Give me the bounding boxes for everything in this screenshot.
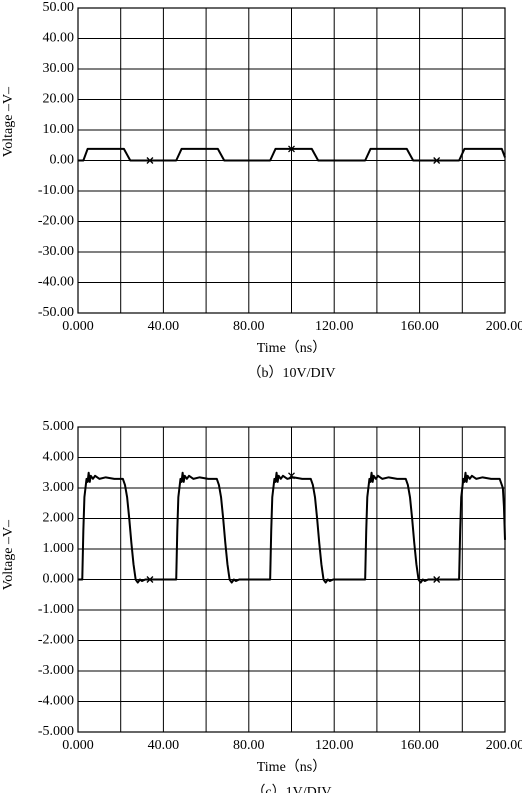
y-tick-label: 4.000	[43, 450, 75, 465]
cursor-marker	[433, 576, 441, 583]
y-axis-label: Voltage –V–	[1, 519, 16, 590]
cursor-marker	[288, 145, 295, 153]
cursor-marker	[288, 472, 295, 480]
x-tick-label: 40.00	[148, 319, 180, 334]
y-tick-label: 2.000	[43, 511, 75, 526]
y-tick-label: 50.00	[43, 0, 75, 15]
waveform	[78, 471, 506, 584]
cursor-marker	[146, 157, 154, 164]
x-axis-label: Time（ns）	[257, 340, 327, 356]
cursor-marker	[146, 576, 154, 583]
y-tick-label: 40.00	[43, 31, 75, 46]
cursor-marker	[433, 157, 441, 164]
x-tick-label: 80.00	[233, 319, 265, 334]
x-axis-label: Time（ns）	[257, 759, 327, 775]
x-tick-label: 0.000	[62, 319, 94, 334]
y-tick-label: -30.00	[38, 244, 74, 259]
y-tick-label: 20.00	[43, 92, 75, 107]
y-tick-label: -5.000	[38, 724, 74, 739]
x-tick-label: 80.00	[233, 738, 265, 753]
y-tick-label: 0.000	[43, 572, 75, 587]
y-tick-label: -10.00	[38, 183, 74, 198]
y-tick-label: -20.00	[38, 214, 74, 229]
y-tick-label: 1.000	[43, 541, 75, 556]
x-tick-label: 120.00	[315, 319, 354, 334]
y-axis-label: Voltage –V–	[1, 86, 16, 157]
y-tick-label: -4.000	[38, 694, 74, 709]
x-tick-label: 160.00	[400, 319, 439, 334]
x-tick-label: 0.000	[62, 738, 94, 753]
waveform	[78, 147, 506, 162]
y-tick-label: 10.00	[43, 122, 75, 137]
y-tick-label: 0.00	[50, 153, 75, 168]
x-tick-label: 40.00	[148, 738, 180, 753]
x-tick-label: 200.00	[486, 319, 522, 334]
caption: （c）1V/DIV	[251, 784, 331, 793]
y-tick-label: 30.00	[43, 61, 75, 76]
caption: （b）10V/DIV	[248, 365, 336, 381]
x-tick-label: 160.00	[400, 738, 439, 753]
y-tick-label: 3.000	[43, 480, 75, 495]
y-tick-label: -50.00	[38, 305, 74, 320]
y-tick-label: -40.00	[38, 275, 74, 290]
y-tick-label: -3.000	[38, 663, 74, 678]
x-tick-label: 120.00	[315, 738, 354, 753]
y-tick-label: -2.000	[38, 633, 74, 648]
y-tick-label: -1.000	[38, 602, 74, 617]
y-tick-label: 5.000	[43, 419, 75, 434]
x-tick-label: 200.00	[486, 738, 522, 753]
